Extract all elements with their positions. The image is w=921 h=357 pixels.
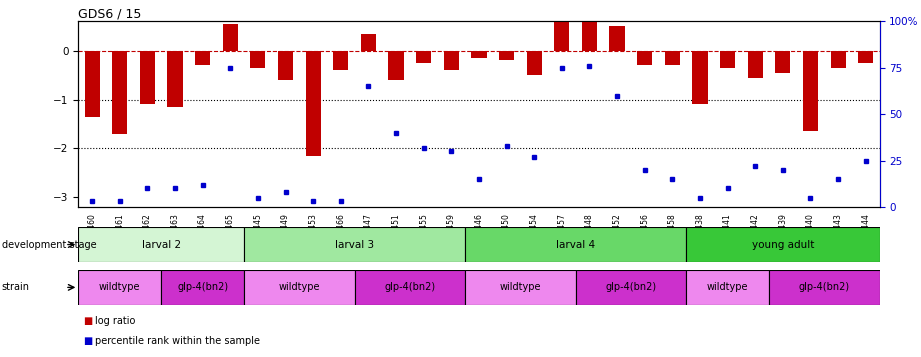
Text: GDS6 / 15: GDS6 / 15 <box>78 7 142 20</box>
Bar <box>576 270 686 305</box>
Bar <box>554 14 569 51</box>
Bar <box>465 227 686 262</box>
Text: ■: ■ <box>83 316 92 326</box>
Text: glp-4(bn2): glp-4(bn2) <box>177 282 228 292</box>
Bar <box>161 270 244 305</box>
Bar <box>831 51 845 68</box>
Text: wildtype: wildtype <box>499 282 542 292</box>
Bar <box>769 270 880 305</box>
Bar <box>195 51 210 65</box>
Text: glp-4(bn2): glp-4(bn2) <box>799 282 850 292</box>
Text: larval 2: larval 2 <box>142 240 181 250</box>
Bar <box>582 2 597 51</box>
Bar <box>112 51 127 134</box>
Bar <box>355 270 465 305</box>
Text: larval 3: larval 3 <box>335 240 374 250</box>
Bar <box>78 270 161 305</box>
Text: development stage: development stage <box>2 240 97 250</box>
Bar <box>637 51 652 65</box>
Bar <box>686 227 880 262</box>
Bar <box>416 51 431 63</box>
Bar <box>361 34 376 51</box>
Text: wildtype: wildtype <box>706 282 749 292</box>
Bar <box>693 51 707 105</box>
Text: ■: ■ <box>83 336 92 346</box>
Text: glp-4(bn2): glp-4(bn2) <box>384 282 436 292</box>
Bar <box>748 51 763 77</box>
Bar <box>306 51 321 156</box>
Bar <box>278 51 293 80</box>
Bar <box>527 51 542 75</box>
Bar <box>244 227 465 262</box>
Text: wildtype: wildtype <box>278 282 321 292</box>
Bar <box>665 51 680 65</box>
Bar <box>85 51 99 117</box>
Bar <box>610 26 624 51</box>
Bar <box>465 270 576 305</box>
Bar <box>168 51 182 107</box>
Bar <box>499 51 514 60</box>
Bar <box>333 51 348 70</box>
Text: percentile rank within the sample: percentile rank within the sample <box>95 336 260 346</box>
Bar <box>858 51 873 63</box>
Bar <box>444 51 459 70</box>
Bar <box>775 51 790 73</box>
Bar <box>472 51 486 58</box>
Text: glp-4(bn2): glp-4(bn2) <box>605 282 657 292</box>
Bar <box>140 51 155 105</box>
Bar <box>720 51 735 68</box>
Text: wildtype: wildtype <box>99 282 141 292</box>
Bar <box>78 227 244 262</box>
Bar <box>803 51 818 131</box>
Text: strain: strain <box>2 282 29 292</box>
Bar <box>251 51 265 68</box>
Bar <box>389 51 403 80</box>
Bar <box>223 24 238 51</box>
Bar <box>686 270 769 305</box>
Text: young adult: young adult <box>752 240 814 250</box>
Text: log ratio: log ratio <box>95 316 135 326</box>
Text: larval 4: larval 4 <box>556 240 595 250</box>
Bar <box>244 270 355 305</box>
